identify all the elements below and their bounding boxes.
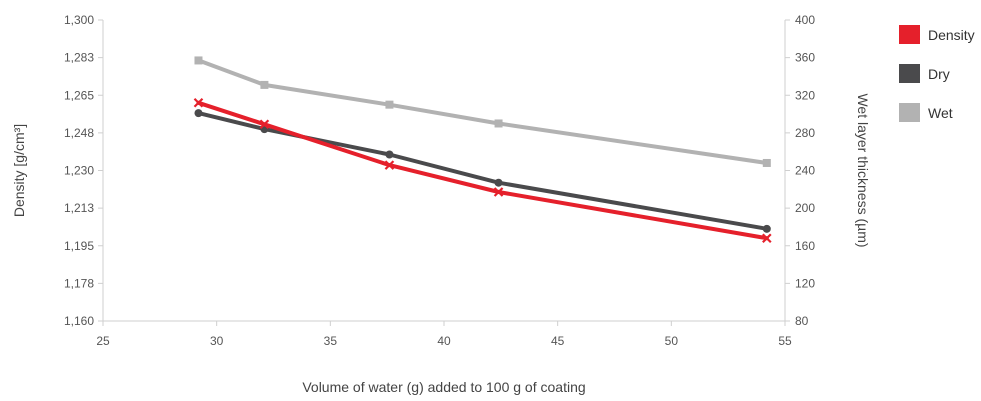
data-point-density — [259, 119, 270, 130]
series-density — [193, 97, 772, 244]
legend-label: Density — [928, 27, 975, 43]
y-tick-label: 1,178 — [64, 276, 94, 290]
series-line-density — [196, 100, 769, 241]
data-point-density — [762, 233, 772, 244]
series-dry — [194, 109, 771, 233]
x-tick-label: 30 — [210, 334, 224, 348]
data-point-dry — [762, 224, 771, 233]
y-tick-label: 1,213 — [64, 201, 94, 215]
legend-swatch-wet — [899, 103, 920, 122]
legend: Density Dry Wet — [899, 25, 975, 122]
y-tick-label: 1,300 — [64, 13, 94, 27]
x-tick-label: 55 — [778, 334, 792, 348]
marker-stroke — [762, 233, 772, 244]
y2-tick-label: 360 — [795, 51, 815, 65]
tick-labels: 1,160 1,178 1,195 1,213 1,230 1,248 1,265 1,283… — [64, 13, 815, 348]
y2-tick-label: 280 — [795, 126, 815, 140]
series-wet — [194, 56, 771, 167]
y2-tick-label: 120 — [795, 276, 815, 290]
y-tick-label: 1,230 — [64, 164, 94, 178]
axes — [98, 19, 790, 326]
marker-stroke — [259, 119, 270, 130]
y-axis-title: Density [g/cm³] — [11, 124, 27, 217]
data-point-wet — [260, 80, 269, 89]
x-axis-title: Volume of water (g) added to 100 g of co… — [302, 379, 585, 395]
x-tick-label: 40 — [437, 334, 451, 348]
y2-tick-label: 240 — [795, 164, 815, 178]
legend-label: Dry — [928, 66, 950, 82]
data-point-density — [384, 160, 395, 170]
y-tick-label: 1,160 — [64, 314, 94, 328]
x-tick-label: 25 — [96, 334, 110, 348]
data-point-dry — [494, 178, 503, 187]
data-point-wet — [762, 158, 771, 167]
data-point-dry — [385, 150, 394, 159]
data-point-wet — [194, 56, 203, 65]
y2-tick-label: 80 — [795, 314, 809, 328]
x-tick-label: 35 — [324, 334, 338, 348]
data-point-density — [193, 97, 204, 108]
data-point-dry — [194, 109, 203, 118]
y2-tick-label: 160 — [795, 239, 815, 253]
marker-stroke — [493, 187, 504, 197]
series-layer — [193, 56, 772, 244]
y-tick-label: 1,248 — [64, 126, 94, 140]
legend-item-density: Density — [899, 25, 975, 44]
y2-tick-label: 400 — [795, 13, 815, 27]
data-point-wet — [494, 119, 503, 128]
legend-swatch-density — [899, 25, 920, 44]
data-point-density — [493, 187, 504, 197]
y2-tick-label: 200 — [795, 201, 815, 215]
marker-stroke — [193, 97, 204, 108]
y-tick-label: 1,283 — [64, 51, 94, 65]
legend-item-dry: Dry — [899, 64, 950, 83]
y2-axis-title: Wet layer thickness (µm) — [855, 93, 871, 247]
x-tick-label: 45 — [551, 334, 565, 348]
y-tick-label: 1,265 — [64, 88, 94, 102]
x-tick-label: 50 — [665, 334, 679, 348]
y2-tick-label: 320 — [795, 88, 815, 102]
series-line-wet — [196, 58, 769, 165]
y-tick-label: 1,195 — [64, 239, 94, 253]
legend-label: Wet — [928, 105, 953, 121]
legend-swatch-dry — [899, 64, 920, 83]
legend-item-wet: Wet — [899, 103, 953, 122]
data-point-wet — [385, 100, 394, 109]
marker-stroke — [384, 160, 395, 170]
